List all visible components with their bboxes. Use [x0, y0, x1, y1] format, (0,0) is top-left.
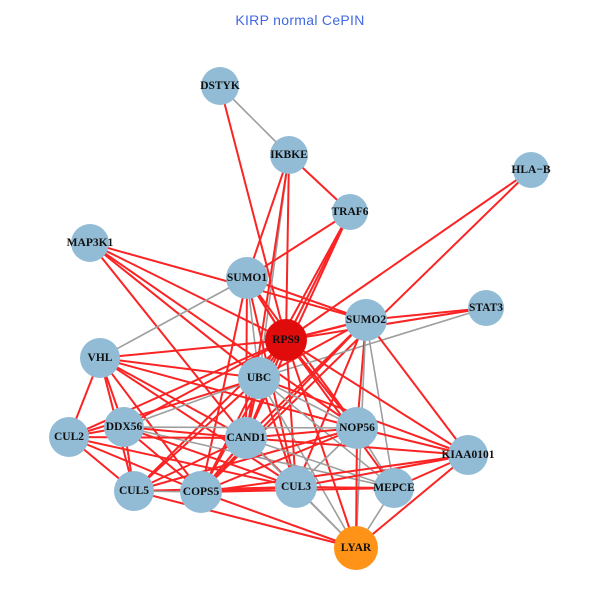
graph-node-dstyk[interactable]: DSTYK: [200, 67, 240, 105]
graph-edge[interactable]: [89, 242, 287, 341]
graph-edge[interactable]: [285, 154, 290, 341]
graph-node-ubc[interactable]: UBC: [238, 357, 280, 399]
node-label: IKBKE: [270, 149, 308, 161]
node-label: SUMO1: [227, 272, 268, 284]
graph-node-cops5[interactable]: COPS5: [180, 471, 222, 513]
graph-edge[interactable]: [99, 357, 260, 379]
graph-edge[interactable]: [258, 307, 487, 379]
node-layer: DSTYK IKBKE HLA−B TRAF6 MAP3K1 SUMO1 STAT3 SUMO…: [49, 67, 551, 570]
node-label: UBC: [247, 372, 271, 384]
graph-edge[interactable]: [365, 319, 469, 456]
node-circle[interactable]: [226, 257, 268, 299]
graph-edge[interactable]: [200, 427, 358, 493]
node-label: CAND1: [227, 432, 266, 444]
graph-edge[interactable]: [200, 454, 469, 493]
graph-node-cul5[interactable]: CUL5: [114, 471, 154, 511]
graph-node-sumo1[interactable]: SUMO1: [226, 257, 268, 299]
graph-edge[interactable]: [68, 436, 247, 439]
node-label: KIAA0101: [441, 449, 494, 461]
node-circle[interactable]: [374, 468, 414, 508]
node-circle[interactable]: [201, 67, 239, 105]
graph-edge[interactable]: [246, 154, 290, 279]
node-circle[interactable]: [332, 194, 368, 230]
node-circle[interactable]: [270, 136, 308, 174]
node-circle[interactable]: [275, 466, 317, 508]
graph-edge[interactable]: [285, 339, 395, 489]
node-label: DSTYK: [200, 80, 240, 92]
node-circle[interactable]: [104, 407, 144, 447]
graph-node-kiaa0101[interactable]: KIAA0101: [441, 435, 495, 475]
node-circle[interactable]: [336, 407, 378, 449]
graph-edge[interactable]: [68, 377, 260, 438]
graph-node-mepce[interactable]: MEPCE: [373, 468, 415, 508]
graph-node-cul3[interactable]: CUL3: [275, 466, 317, 508]
graph-edge[interactable]: [285, 339, 469, 456]
node-circle[interactable]: [345, 299, 387, 341]
graph-edge[interactable]: [246, 277, 367, 321]
node-circle[interactable]: [80, 338, 120, 378]
graph-node-sumo2[interactable]: SUMO2: [345, 299, 387, 341]
graph-edge[interactable]: [258, 377, 395, 489]
graph-edge[interactable]: [258, 377, 357, 549]
graph-node-ikbke[interactable]: IKBKE: [270, 136, 308, 174]
node-label: MEPCE: [373, 482, 415, 494]
node-label: DDX56: [106, 421, 143, 433]
graph-node-hla-b[interactable]: HLA−B: [511, 152, 551, 188]
graph-edge[interactable]: [245, 437, 395, 489]
node-label: SUMO2: [346, 314, 387, 326]
graph-node-map3k1[interactable]: MAP3K1: [67, 224, 114, 262]
graph-edge[interactable]: [285, 339, 297, 488]
node-circle[interactable]: [225, 417, 267, 459]
node-label: NOP56: [339, 422, 375, 434]
node-circle[interactable]: [49, 417, 89, 457]
graph-edge[interactable]: [219, 85, 287, 341]
graph-edge[interactable]: [365, 319, 395, 489]
node-label: LYAR: [341, 542, 372, 554]
graph-node-cand1[interactable]: CAND1: [225, 417, 267, 459]
graph-node-nop56[interactable]: NOP56: [336, 407, 378, 449]
graph-node-ddx56[interactable]: DDX56: [104, 407, 144, 447]
graph-node-cul2[interactable]: CUL2: [49, 417, 89, 457]
node-label: MAP3K1: [67, 237, 114, 249]
node-label: CUL3: [281, 481, 311, 493]
node-label: COPS5: [183, 486, 220, 498]
graph-edge[interactable]: [99, 357, 247, 439]
node-circle[interactable]: [513, 152, 549, 188]
node-circle[interactable]: [180, 471, 222, 513]
graph-edge[interactable]: [133, 490, 357, 549]
node-label: TRAF6: [331, 206, 368, 218]
graph-edge[interactable]: [295, 454, 469, 488]
graph-edge[interactable]: [99, 277, 248, 359]
graph-edge[interactable]: [99, 357, 202, 493]
page-title: KIRP normal CePIN: [235, 12, 365, 28]
node-circle[interactable]: [334, 526, 378, 570]
graph-edge[interactable]: [68, 436, 202, 493]
node-label: CUL2: [54, 431, 84, 443]
node-label: CUL5: [119, 485, 149, 497]
node-circle[interactable]: [238, 357, 280, 399]
node-label: VHL: [88, 352, 113, 364]
graph-edge[interactable]: [355, 454, 469, 549]
node-label: HLA−B: [511, 164, 550, 176]
graph-edge[interactable]: [99, 339, 287, 359]
node-circle[interactable]: [114, 471, 154, 511]
graph-edge[interactable]: [68, 436, 297, 488]
graph-node-rps9[interactable]: RPS9: [265, 319, 307, 361]
graph-edge[interactable]: [123, 377, 260, 428]
node-circle[interactable]: [265, 319, 307, 361]
node-circle[interactable]: [468, 290, 504, 326]
graph-node-stat3[interactable]: STAT3: [468, 290, 504, 326]
node-label: RPS9: [272, 334, 300, 346]
graph-edge[interactable]: [200, 491, 357, 549]
graph-node-vhl[interactable]: VHL: [80, 338, 120, 378]
graph-edge[interactable]: [99, 357, 358, 429]
graph-node-lyar[interactable]: LYAR: [334, 526, 378, 570]
graph-node-traf6[interactable]: TRAF6: [331, 194, 369, 230]
node-circle[interactable]: [448, 435, 488, 475]
node-label: STAT3: [469, 302, 503, 314]
node-circle[interactable]: [71, 224, 109, 262]
graph-edge[interactable]: [285, 169, 532, 341]
